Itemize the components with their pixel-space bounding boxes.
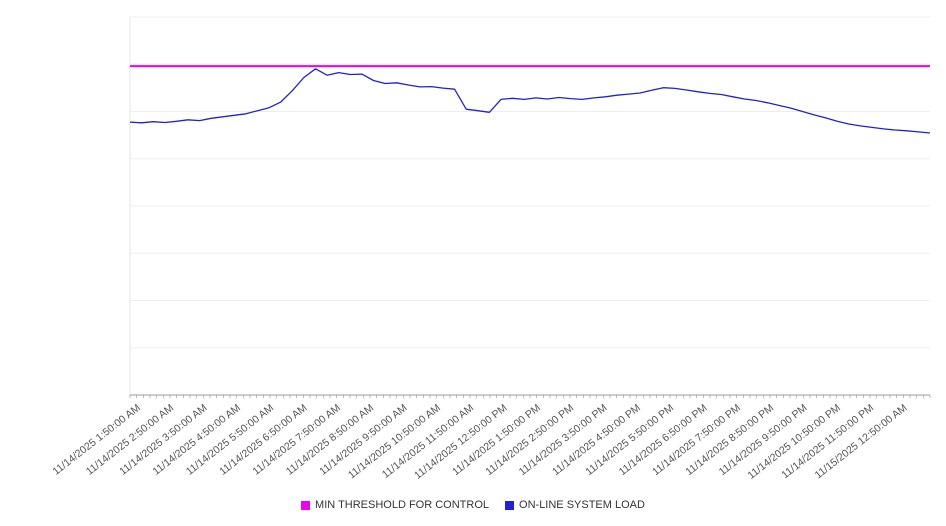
legend-label-load: ON-LINE SYSTEM LOAD bbox=[519, 499, 645, 511]
threshold-swatch bbox=[301, 500, 311, 510]
load-line bbox=[129, 68, 931, 134]
load-swatch bbox=[505, 500, 515, 510]
legend-item-load[interactable]: ON-LINE SYSTEM LOAD bbox=[505, 499, 645, 511]
legend-item-threshold[interactable]: MIN THRESHOLD FOR CONTROL bbox=[301, 499, 489, 511]
legend-label-threshold: MIN THRESHOLD FOR CONTROL bbox=[315, 499, 490, 511]
legend: MIN THRESHOLD FOR CONTROL ON-LINE SYSTEM… bbox=[0, 499, 946, 511]
